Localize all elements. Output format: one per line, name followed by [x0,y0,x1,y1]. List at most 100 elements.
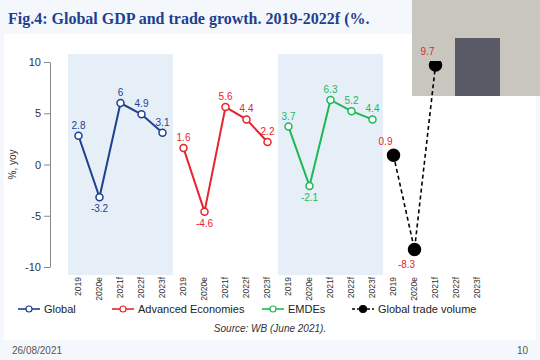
x-axis: 2019 2020e 2021f 2022f 2023f 2019 2020e 2021f 20… [73,276,482,300]
title: Fig.4: Global GDP and trade growth. 2019… [8,10,369,28]
y-tick: 10 [29,56,50,68]
series-line [79,103,163,197]
point [117,100,124,107]
y-tick: -5 [31,210,50,222]
point [96,194,103,201]
data-label: 5.2 [345,95,359,106]
x-tick-label: 2022f [346,276,356,298]
y-tick-mark [44,267,50,268]
data-label: 6 [118,87,124,98]
point [327,96,334,103]
y-tick-label: 10 [29,56,41,68]
x-tick-label: 2023f [262,276,272,298]
source: Source: WB (June 2021). [214,323,326,334]
legend-marker [270,306,276,312]
x-tick: 2023f [367,276,377,298]
point [159,129,166,136]
point [243,116,250,123]
x-tick: 2023f [262,276,272,298]
legend-item: Advanced Economies [112,303,245,315]
x-tick: 2020e [409,277,419,301]
legend-label: Advanced Economies [138,303,245,315]
y-tick: -10 [25,261,50,273]
slide-date: 26/08/2021 [12,345,62,356]
x-tick-label: 2023f [367,276,377,298]
y-axis-title: %, yoy [7,149,18,179]
x-tick-label: 2023f [157,276,167,298]
x-tick: 2021f [115,276,125,298]
x-tick-label: 2021f [430,276,440,298]
legend-label: Global [44,303,76,315]
group-shade [68,54,173,275]
x-tick-label: 2021f [220,276,230,298]
x-tick: 2019 [178,277,188,296]
point [348,108,355,115]
x-tick: 2021f [325,276,335,298]
data-labels: 2.8-3.264.93.11.6-4.65.64.42.23.7-2.16.3… [72,46,435,270]
y-axis: -10 -5 0 5 10 [25,56,50,273]
point [388,149,400,161]
x-tick: 2023f [472,276,482,298]
data-label: 3.1 [156,117,170,128]
data-label: -8.3 [398,259,416,270]
series-line [289,100,373,186]
legend-label: EMDEs [288,303,326,315]
x-tick: 2021f [220,276,230,298]
video-overlay [412,0,540,96]
legend: Global Advanced Economies EMDEs Global trad… [18,303,476,315]
x-tick-label: 2022f [451,276,461,298]
data-label: 6.3 [324,84,338,95]
x-tick-label: 2019 [178,277,188,296]
point [222,104,229,111]
legend-item: EMDEs [262,303,326,315]
background [0,0,540,360]
slide-body [4,34,536,340]
x-tick-label: 2021f [325,276,335,298]
data-label: 4.9 [135,98,149,109]
x-tick: 2019 [388,277,398,296]
data-label: 3.7 [282,111,296,122]
slide-number: 10 [517,345,529,356]
data-label: 5.6 [219,91,233,102]
legend-marker [120,306,126,312]
x-tick-label: 2020e [199,277,209,301]
data-label: -3.2 [91,203,109,214]
video-person [455,38,500,96]
group-shade [278,54,383,275]
y-tick-label: -5 [31,210,41,222]
point [430,61,442,71]
data-label: -4.6 [196,218,214,229]
point [306,183,313,190]
point [285,123,292,130]
data-label: 9.7 [421,46,435,57]
legend-marker [26,306,32,312]
y-tick-mark [44,62,50,63]
y-tick-mark [44,113,50,114]
legend-item: Global trade volume [352,303,476,315]
point [138,111,145,118]
y-tick-label: 0 [35,159,41,171]
x-tick: 2022f [241,276,251,298]
x-tick-label: 2022f [136,276,146,298]
y-tick-label: 5 [35,107,41,119]
legend-label: Global trade volume [378,303,476,315]
point [180,145,187,152]
point [75,132,82,139]
y-tick-mark [44,165,50,166]
data-label: 2.8 [72,120,86,131]
point [409,244,421,256]
x-tick: 2022f [451,276,461,298]
x-tick: 2020e [199,277,209,301]
x-tick-label: 2021f [115,276,125,298]
y-tick: 0 [35,159,50,171]
data-label: 4.4 [366,103,380,114]
plot-marks [75,61,442,256]
point [369,116,376,123]
x-tick-label: 2020e [409,277,419,301]
x-tick-label: 2022f [241,276,251,298]
x-tick: 2020e [304,277,314,301]
y-tick-mark [44,216,50,217]
legend-marker [360,306,367,313]
legend-item: Global [18,303,76,315]
x-tick-label: 2019 [283,277,293,296]
